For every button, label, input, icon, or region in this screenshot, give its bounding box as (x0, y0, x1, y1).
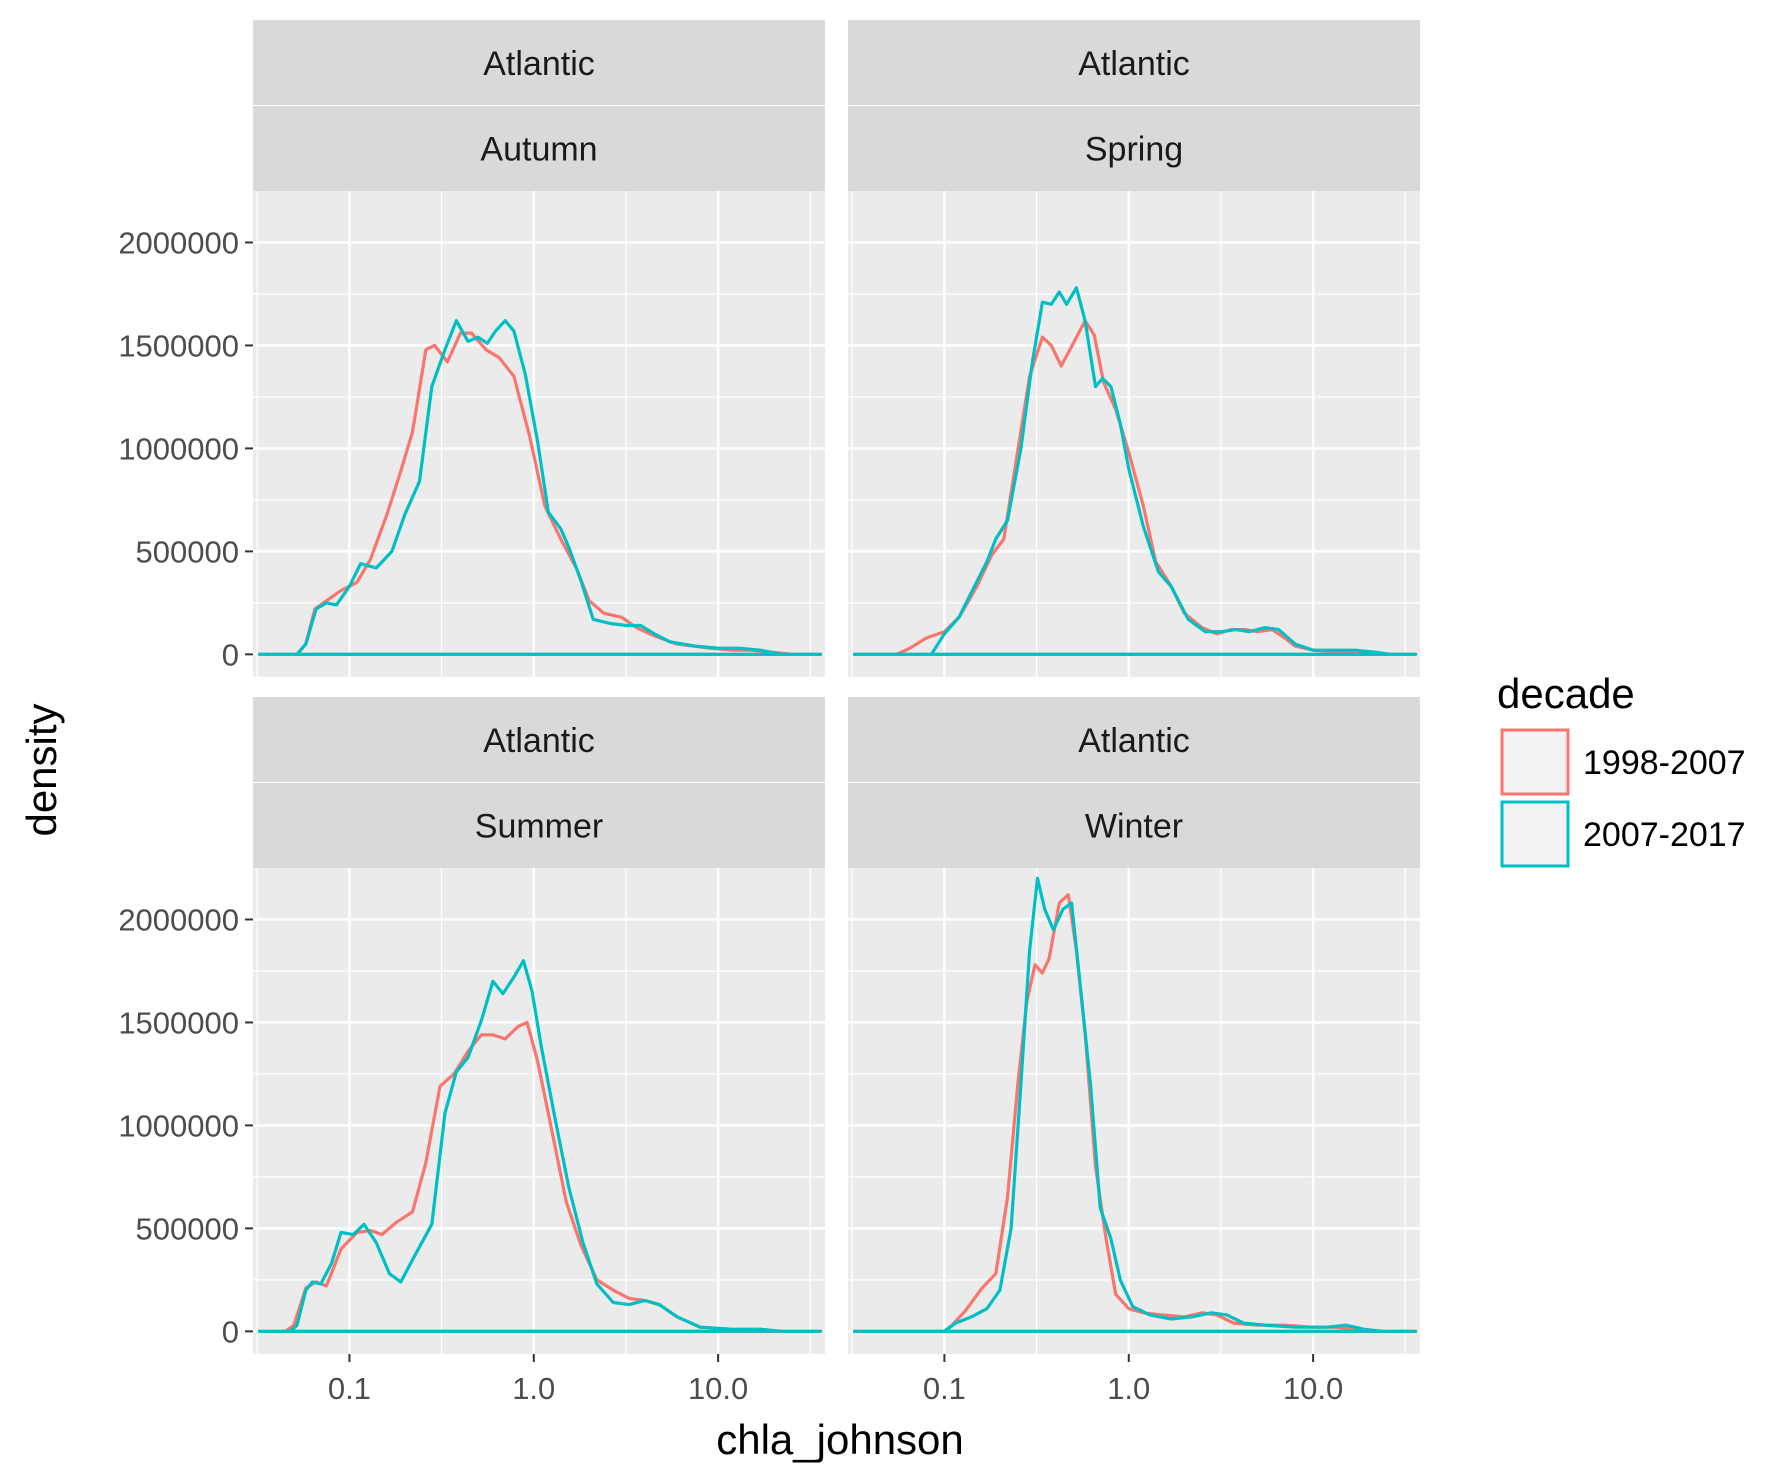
x-axis-title: chla_johnson (716, 1416, 964, 1463)
panel-background (253, 868, 825, 1354)
legend-label: 2007-2017 (1583, 816, 1746, 854)
x-tick-label: 1.0 (1107, 1371, 1150, 1406)
facet-panel-winter: Atlantic Winter (848, 697, 1420, 1354)
y-tick-label: 0 (222, 637, 239, 672)
strip-label: Atlantic (483, 722, 595, 760)
strip-background (848, 697, 1420, 783)
strip-label: Atlantic (1078, 45, 1190, 83)
strip-label: Winter (1085, 807, 1183, 845)
facet-panel-spring: Atlantic Spring (848, 20, 1420, 677)
facet-panel-summer: Atlantic Summer (253, 697, 825, 1354)
y-tick-label: 500000 (136, 534, 239, 569)
x-tick-label: 10.0 (688, 1371, 748, 1406)
x-tick-label: 10.0 (1283, 1371, 1343, 1406)
legend-key-1998-2007 (1500, 728, 1570, 796)
y-tick-label: 1000000 (118, 1108, 239, 1143)
y-tick-label: 2000000 (118, 902, 239, 937)
panel-background (848, 191, 1420, 677)
facet-panel-autumn: Atlantic Autumn (253, 20, 825, 677)
x-tick-label: 0.1 (923, 1371, 966, 1406)
strip-background (253, 20, 825, 106)
strip-label: Atlantic (1078, 722, 1190, 760)
strip-label: Spring (1085, 130, 1183, 168)
density-line-2007-2017 (258, 959, 823, 1333)
legend-label: 1998-2007 (1583, 744, 1746, 782)
y-tick-label: 0 (222, 1314, 239, 1349)
y-tick-label: 500000 (136, 1211, 239, 1246)
y-tick-label: 1000000 (118, 431, 239, 466)
strip-background (848, 782, 1420, 868)
strip-label: Summer (475, 807, 603, 845)
strip-background (253, 782, 825, 868)
density-line-2007-2017 (853, 876, 1418, 1333)
y-tick-label: 1500000 (118, 1005, 239, 1040)
panel-background (848, 868, 1420, 1354)
y-tick-label: 2000000 (118, 225, 239, 260)
y-axis-title: density (18, 703, 65, 836)
legend-title: decade (1497, 670, 1635, 717)
panels: Atlantic Autumn Atlantic Spring Atlantic Summ… (253, 20, 1420, 1354)
strip-label: Atlantic (483, 45, 595, 83)
strip-background (848, 20, 1420, 106)
density-line-2007-2017 (853, 286, 1418, 656)
legend-key-2007-2017 (1500, 800, 1570, 868)
x-tick-label: 1.0 (512, 1371, 555, 1406)
strip-background (848, 105, 1420, 191)
axes: 0 500000 1000000 1500000 2000000 0 500000 10000… (118, 225, 1343, 1406)
x-tick-label: 0.1 (328, 1371, 371, 1406)
strip-background (253, 697, 825, 783)
density-line-2007-2017 (258, 319, 823, 656)
strip-background (253, 105, 825, 191)
legend: decade 1998-2007 2007-2017 (1497, 670, 1746, 868)
strip-label: Autumn (480, 130, 597, 168)
y-tick-label: 1500000 (118, 328, 239, 363)
